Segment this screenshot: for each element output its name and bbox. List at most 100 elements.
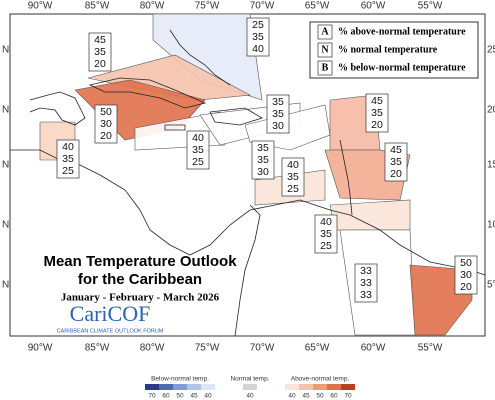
zone-box [186, 130, 210, 170]
lat-label: N [2, 105, 9, 116]
scale-tick: 70 [148, 393, 156, 400]
lon-label: 75°W [195, 1, 220, 12]
lat-label: 25° [487, 45, 495, 56]
zone-value: 25 [287, 183, 299, 195]
zone-value: 35 [62, 153, 74, 165]
lon-label: 80°W [140, 343, 165, 354]
zone-value: 45 [390, 144, 402, 156]
lon-label: 55°W [418, 1, 443, 12]
logo: CariCOF [70, 301, 151, 326]
zone-value: 35 [287, 171, 299, 183]
zone-value: 45 [371, 95, 383, 107]
zone-value: 33 [360, 289, 372, 301]
lat-label: 5° [487, 280, 495, 291]
scale-tick: 45 [190, 393, 198, 400]
key-letter-box [317, 24, 333, 40]
key-text: % below-normal temperature [338, 62, 466, 73]
scale-label: Above-normal temp. [291, 376, 350, 383]
scale-swatch [285, 384, 299, 390]
scale-swatch [341, 384, 355, 390]
lat-label: 15° [487, 160, 495, 171]
zone-value: 45 [94, 34, 106, 46]
scale-tick: 50 [176, 393, 184, 400]
zone-value: 40 [320, 216, 332, 228]
lon-label: 65°W [305, 1, 330, 12]
zone-box [365, 93, 389, 133]
lat-label: N [2, 220, 9, 231]
lon-label: 85°W [85, 343, 110, 354]
zone-value: 20 [94, 58, 106, 70]
zone-value: 30 [272, 120, 284, 132]
zone-box [384, 142, 408, 182]
lat-label: N [2, 45, 9, 56]
zone-box [266, 94, 290, 134]
zone-value: 30 [100, 118, 112, 130]
scale-swatch [187, 384, 201, 390]
zone-value: 25 [320, 240, 332, 252]
scale-swatch [145, 384, 159, 390]
key-letter: N [321, 44, 329, 55]
lon-label: 65°W [305, 343, 330, 354]
scale-tick: 60 [162, 393, 170, 400]
lon-label: 60°W [361, 1, 386, 12]
lat-label: N [2, 160, 9, 171]
lon-label: 75°W [195, 343, 220, 354]
scale-swatch [299, 384, 313, 390]
zone-value: 40 [252, 43, 264, 55]
zone-value: 35 [257, 154, 269, 166]
lon-label: 85°W [85, 1, 110, 12]
key-text: % above-normal temperature [338, 26, 466, 37]
zone-box [251, 140, 275, 180]
lon-label: 90°W [28, 1, 53, 12]
title: for the Caribbean [78, 271, 202, 288]
zone-value: 25 [252, 19, 264, 31]
key-letter-box [317, 60, 333, 76]
zone-box [314, 214, 338, 254]
key-letter: A [321, 26, 329, 37]
zone-value: 35 [252, 31, 264, 43]
key-box [309, 21, 479, 79]
key-letter: B [322, 62, 329, 73]
scale-swatch [327, 384, 341, 390]
scale-label: Normal temp. [230, 376, 269, 383]
logo-subtitle: CARIBBEAN CLIMATE OUTLOOK FORUM [57, 328, 164, 334]
scale-label: Below-normal temp. [151, 376, 209, 383]
zone-value: 35 [390, 156, 402, 168]
zone-value: 50 [100, 106, 112, 118]
lat-label: 20° [487, 105, 495, 116]
zone-box [354, 263, 378, 303]
scale-tick: 70 [344, 393, 352, 400]
zone-box [454, 255, 478, 295]
zone-value: 30 [257, 166, 269, 178]
scale-swatch [243, 384, 257, 390]
zone-value: 33 [360, 277, 372, 289]
key-letter-box [317, 42, 333, 58]
zone-value: 20 [100, 130, 112, 142]
zone-box [88, 32, 112, 72]
lon-label: 70°W [250, 343, 275, 354]
lon-label: 90°W [28, 343, 53, 354]
zone-value: 20 [390, 168, 402, 180]
zone-value: 40 [192, 132, 204, 144]
lon-label: 70°W [250, 1, 275, 12]
zone-value: 25 [192, 156, 204, 168]
title: Mean Temperature Outlook [43, 253, 237, 270]
zone-box [94, 104, 118, 144]
key-text: % normal temperature [338, 44, 438, 55]
scale-tick: 40 [246, 393, 254, 400]
scale-swatch [201, 384, 215, 390]
coastlines [10, 29, 486, 337]
zone-box [246, 17, 270, 57]
period: January - February - March 2026 [61, 292, 220, 304]
scale-tick: 45 [302, 393, 310, 400]
zone-value: 35 [371, 107, 383, 119]
lat-label: N [2, 280, 9, 291]
scale-tick: 40 [288, 393, 296, 400]
lat-label: 10° [487, 220, 495, 231]
zone-value: 20 [371, 119, 383, 131]
lon-label: 55°W [418, 343, 443, 354]
zone-value: 40 [287, 159, 299, 171]
scale-swatch [313, 384, 327, 390]
scale-tick: 40 [204, 393, 212, 400]
